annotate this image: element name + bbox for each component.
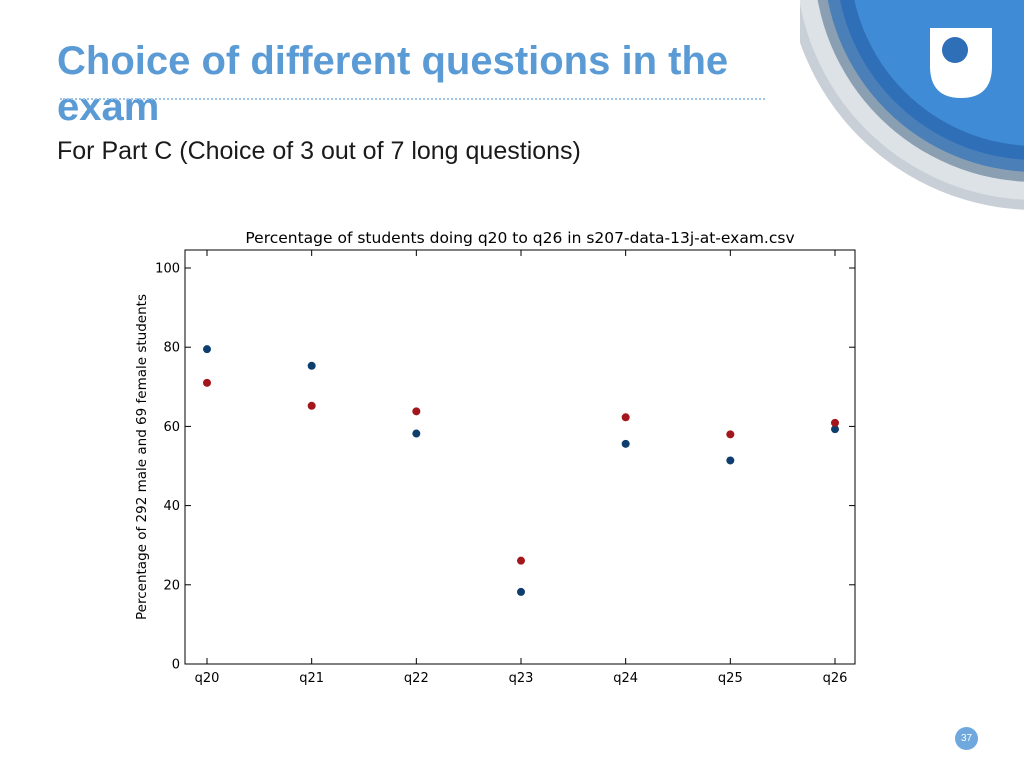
- x-tick-label-q23: q23: [509, 671, 534, 686]
- data-point-series-2-q22: [412, 407, 421, 416]
- y-axis-label: Percentage of 292 male and 69 female stu…: [134, 294, 150, 620]
- x-tick-label-q25: q25: [718, 671, 743, 686]
- y-axis-ticks: 0 20 40 60 80 100: [155, 262, 855, 673]
- y-tick-label: 60: [163, 420, 180, 435]
- page-number-badge: 37: [955, 727, 978, 750]
- data-point-series-2-q25: [726, 430, 735, 439]
- data-point-series-1-q21: [307, 361, 316, 370]
- data-point-series-2-q21: [307, 401, 316, 410]
- data-point-series-1-q20: [203, 345, 211, 354]
- y-tick-label: 20: [163, 578, 180, 593]
- y-tick-label: 100: [155, 262, 180, 277]
- data-points: [203, 345, 839, 596]
- x-axis-ticks: q20 q21 q22 q23 q24 q25 q26: [195, 250, 848, 686]
- x-tick-label-q22: q22: [404, 671, 429, 686]
- data-point-series-1-q23: [517, 587, 525, 596]
- scatter-chart: Percentage of students doing q20 to q26 …: [134, 229, 856, 686]
- open-university-shield-icon: [789, 0, 1024, 210]
- data-point-series-2-q20: [203, 378, 211, 387]
- data-point-series-2-q23: [517, 556, 525, 565]
- x-tick-label-q26: q26: [823, 671, 848, 686]
- data-point-series-1-q24: [621, 439, 630, 448]
- data-point-series-1-q22: [412, 429, 421, 438]
- y-tick-label: 80: [163, 341, 180, 356]
- x-tick-label-q24: q24: [613, 671, 638, 686]
- x-tick-label-q21: q21: [299, 671, 324, 686]
- data-point-series-1-q26: [831, 425, 839, 434]
- x-tick-label-q20: q20: [195, 671, 220, 686]
- slide-subtitle: For Part C (Choice of 3 out of 7 long qu…: [57, 137, 581, 165]
- logo-graphic: [789, 0, 1024, 220]
- data-point-series-2-q24: [621, 413, 630, 422]
- y-tick-label: 0: [172, 658, 180, 673]
- slide-title: Choice of different questions in the exa…: [57, 39, 729, 129]
- chart-title: Percentage of students doing q20 to q26 …: [245, 229, 794, 247]
- data-point-series-2-q26: [831, 418, 839, 427]
- plot-area-frame: [184, 249, 856, 665]
- title-divider: [60, 98, 765, 100]
- y-tick-label: 40: [163, 499, 180, 514]
- data-point-series-1-q25: [726, 456, 735, 465]
